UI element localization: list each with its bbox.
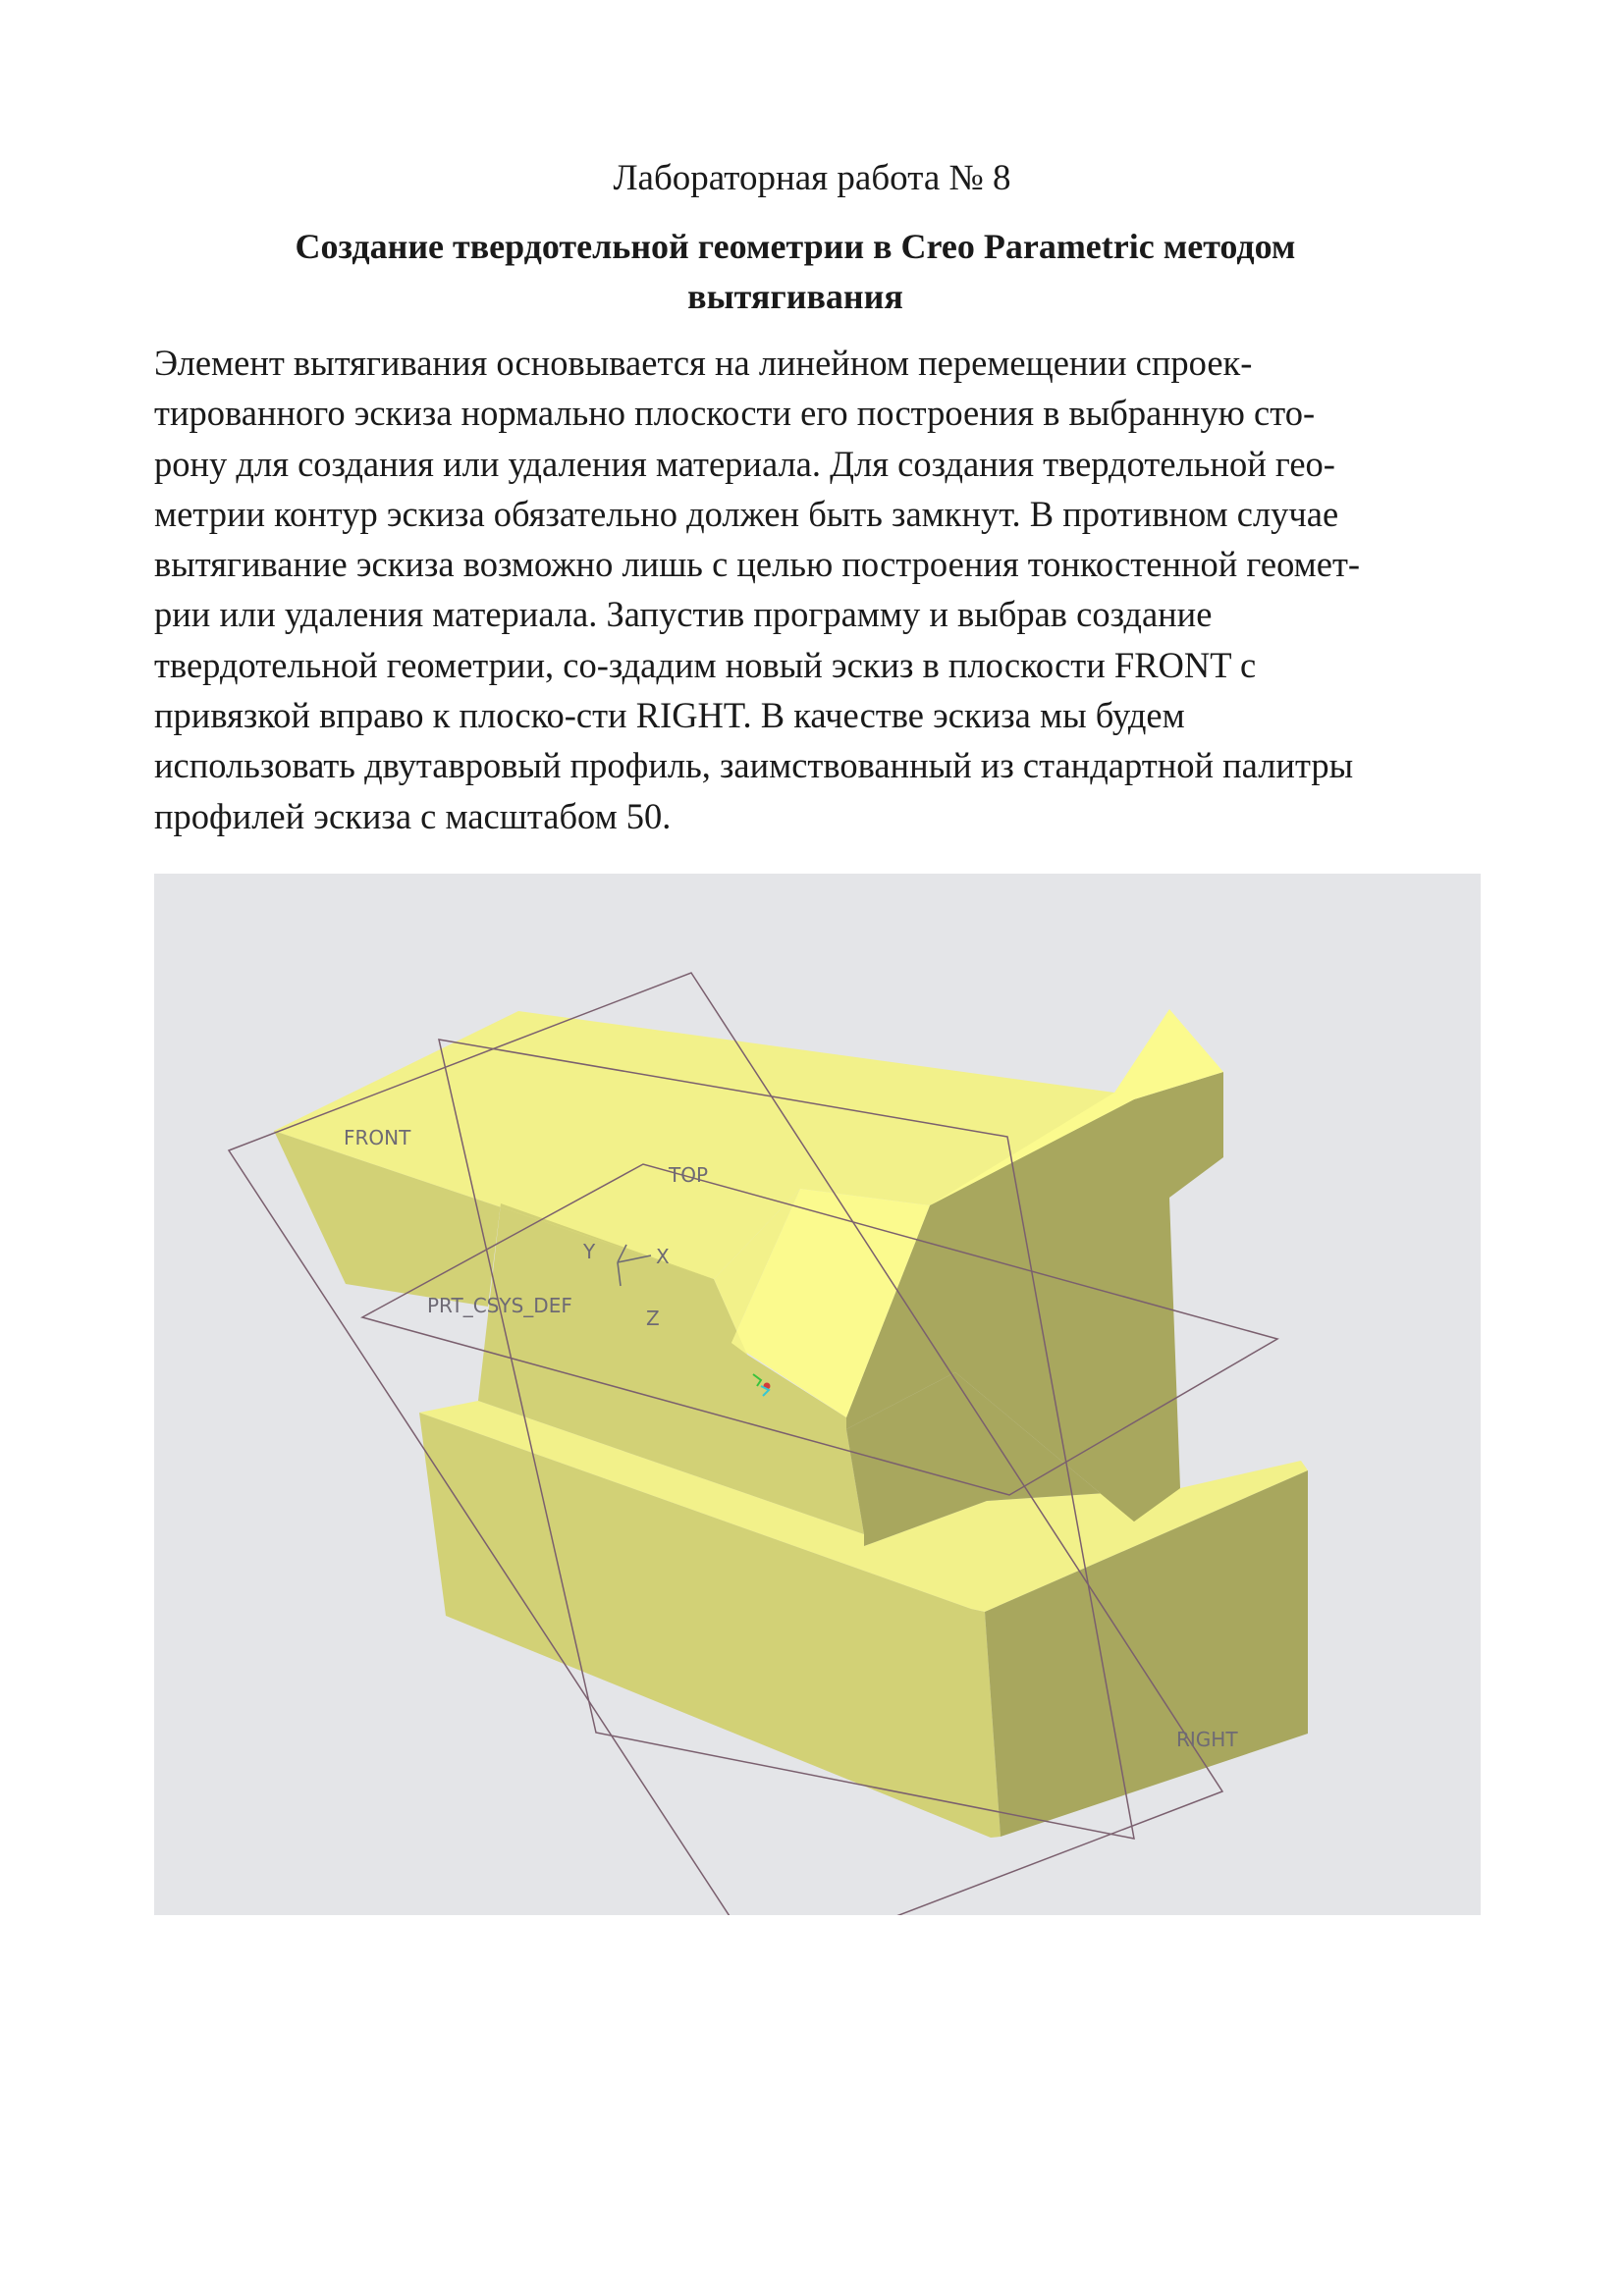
- top-label: TOP: [668, 1163, 708, 1187]
- cad-figure: FRONT TOP RIGHT PRT_CSYS_DEF Y X Z: [154, 874, 1481, 1915]
- datum-plane-right: [438, 1039, 1135, 1840]
- paragraph-line: вытягивание эскиза возможно лишь с целью…: [154, 544, 1361, 585]
- heading-line: Создание твердотельной геометрии в Creo …: [295, 227, 1296, 266]
- paragraph-line: профилей эскиза с масштабом 50.: [154, 795, 672, 836]
- paragraph-line: Элемент вытягивания основывается на лине…: [154, 343, 1253, 383]
- paragraph-line: твердотельной геометрии, со-здадим новый…: [154, 644, 1257, 685]
- paragraph-line: привязкой вправо к плоско-сти RIGHT. В к…: [154, 695, 1185, 736]
- datum-plane-front: [227, 972, 1224, 1915]
- paragraph-line: рону для создания или удаления материала…: [154, 443, 1335, 484]
- axis-z-label: Z: [646, 1307, 660, 1330]
- upper-flange-front-face: [274, 1131, 714, 1307]
- lower-flange-front-face: [419, 1413, 1001, 1838]
- axis-y-label: Y: [582, 1240, 596, 1263]
- paragraph-line: рии или удаления материала. Запустив про…: [154, 594, 1213, 635]
- front-label: FRONT: [344, 1126, 411, 1149]
- lower-flange-top-face: [419, 1401, 1308, 1612]
- upper-flange-top-face: [274, 1011, 1134, 1279]
- lower-flange-end-face: [985, 1470, 1308, 1837]
- web-front-face: [478, 1203, 864, 1534]
- heading: Создание твердотельной геометрии в Creo …: [226, 222, 1365, 322]
- notch-right-face: [731, 1189, 930, 1417]
- axis-x-label: X: [656, 1245, 670, 1268]
- lab-title: Лабораторная работа № 8: [613, 158, 1011, 198]
- upper-flange-end-face: [930, 1009, 1223, 1205]
- i-beam-model: FRONT TOP RIGHT PRT_CSYS_DEF Y X Z: [227, 972, 1308, 1915]
- right-label: RIGHT: [1176, 1728, 1238, 1751]
- csys-label: PRT_CSYS_DEF: [427, 1294, 572, 1317]
- csys-marker: [617, 1244, 652, 1287]
- heading-line: вытягивания: [687, 277, 903, 316]
- notch-bottom-face: [714, 1189, 800, 1355]
- body-paragraph: Элемент вытягивания основывается на лине…: [154, 338, 1480, 841]
- paragraph-line: использовать двутавровый профиль, заимст…: [154, 745, 1354, 786]
- web-side-face: [846, 1372, 1180, 1546]
- paragraph-line: метрии контур эскиза обязательно должен …: [154, 493, 1339, 534]
- datum-plane-top: [360, 1163, 1279, 1496]
- origin-marker: [752, 1373, 771, 1397]
- upper-flange-side-face: [846, 1072, 1223, 1522]
- paragraph-line: тированного эскиза нормально плоскости е…: [154, 393, 1316, 434]
